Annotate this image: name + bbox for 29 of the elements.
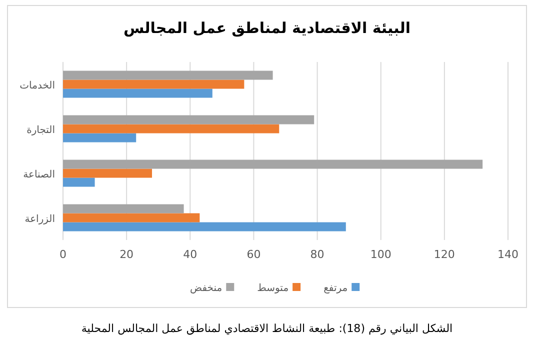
legend-label: مرتفع — [324, 283, 348, 294]
x-tick-label: 100 — [370, 248, 392, 261]
bar — [63, 133, 136, 142]
x-tick-label: 0 — [60, 248, 66, 261]
bar — [63, 213, 200, 222]
bar — [63, 115, 314, 124]
x-tick-label: 80 — [310, 248, 324, 261]
y-tick-label: الزراعة — [24, 214, 55, 225]
text: الشكل البياني رقم (18): طبيعة النشاط الاقتصادي لمناطق عمل المجالس المحلية — [81, 322, 453, 335]
bar — [63, 178, 95, 187]
x-tick-label: 20 — [120, 248, 134, 261]
legend-label: متوسط — [257, 283, 289, 294]
y-tick-label: الصناعة — [23, 169, 55, 180]
x-tick-label: 60 — [246, 248, 261, 261]
bar — [63, 80, 244, 89]
bar — [63, 88, 212, 98]
bar — [63, 222, 346, 232]
bar — [63, 168, 152, 178]
legend-label: منخفض — [190, 283, 222, 294]
bar — [63, 160, 483, 169]
y-tick-label: الخدمات — [20, 80, 55, 92]
bar — [63, 204, 184, 214]
x-tick-label: 140 — [498, 248, 518, 261]
bar — [63, 124, 280, 134]
bar — [63, 70, 273, 80]
x-tick-label: 120 — [434, 248, 455, 261]
y-tick-label: التجارة — [26, 124, 55, 136]
x-tick-label: 40 — [183, 248, 198, 261]
chart-title: البيئة الاقتصادية لمناطق عمل المجالس — [123, 19, 411, 37]
